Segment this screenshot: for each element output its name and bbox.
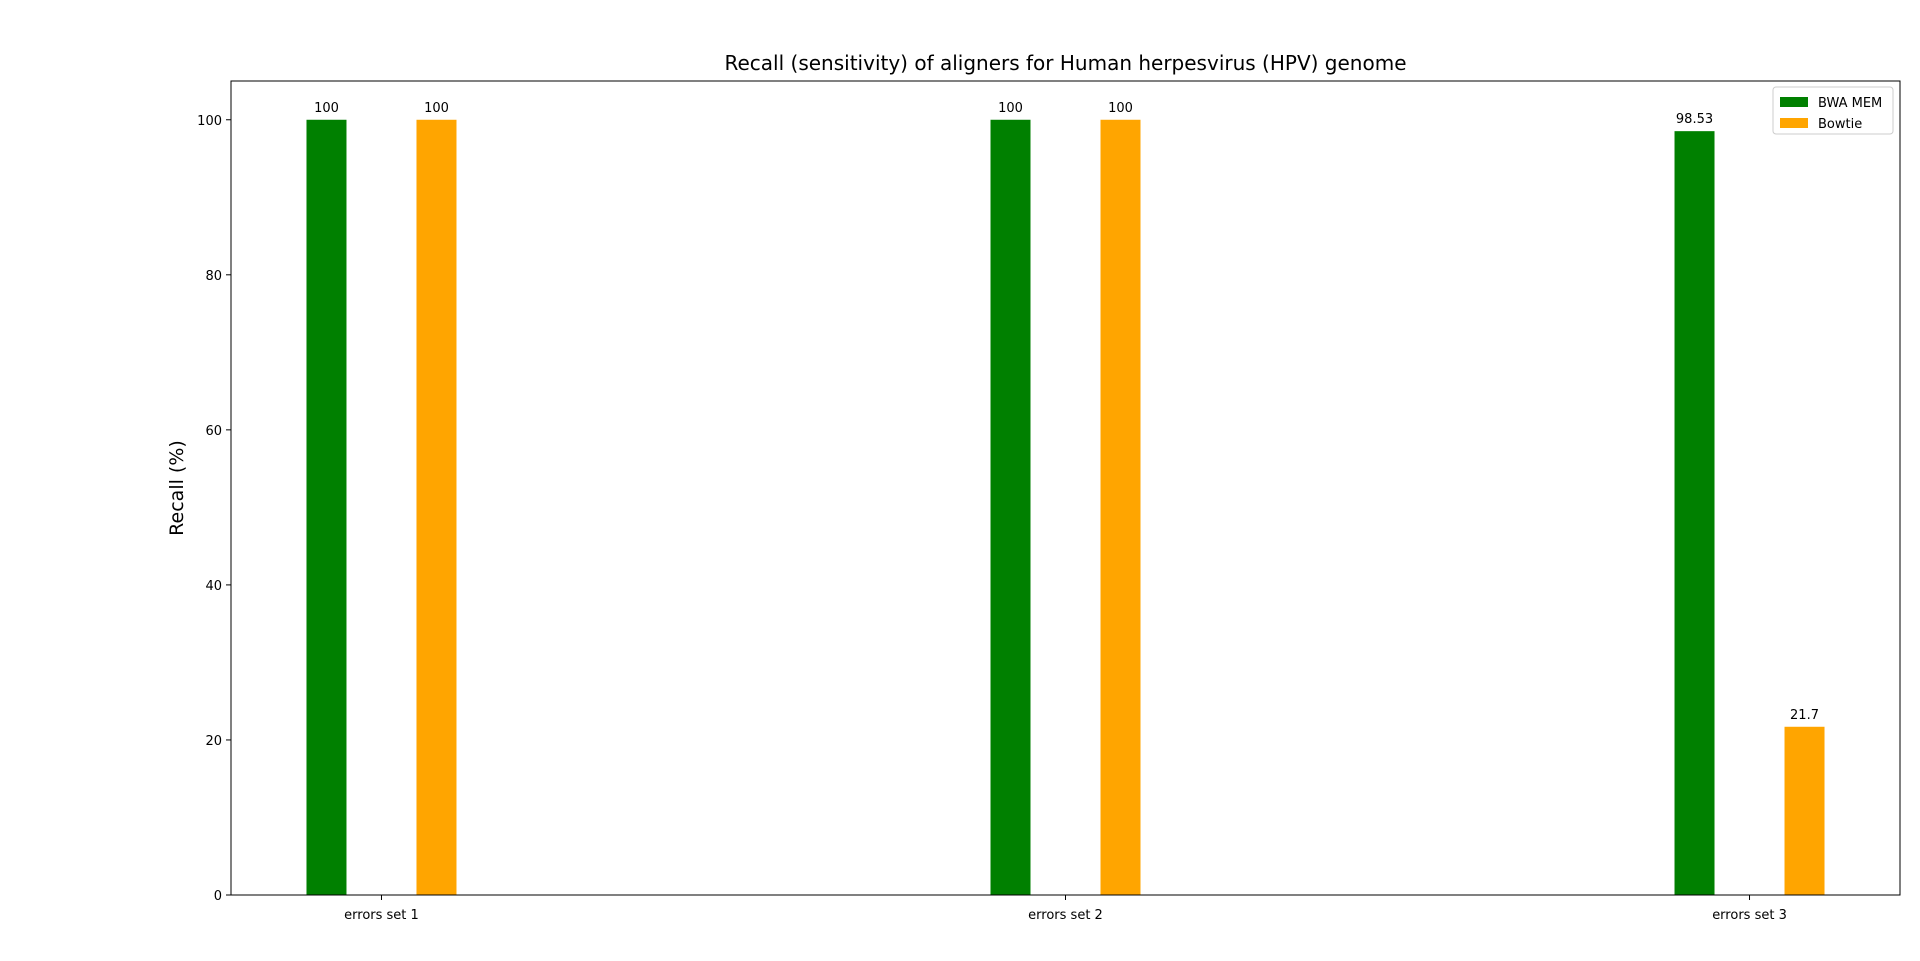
x-tick-label: errors set 2 (1028, 908, 1103, 923)
bar-bwa-mem-3 (1674, 131, 1715, 895)
y-tick-label: 0 (214, 889, 222, 904)
x-tick-label: errors set 3 (1712, 908, 1787, 923)
bar-bowtie-2 (1100, 119, 1141, 895)
y-tick-label: 80 (205, 269, 222, 284)
x-tick-label: errors set 1 (344, 908, 419, 923)
bar-value-label: 98.53 (1676, 112, 1713, 127)
plot-frame (230, 80, 1901, 896)
y-axis-label: Recall (%) (166, 440, 188, 536)
chart-title: Recall (sensitivity) of aligners for Hum… (725, 51, 1407, 75)
bar-bwa-mem-2 (990, 119, 1031, 895)
bar-value-label: 21.7 (1790, 708, 1819, 723)
legend: BWA MEM Bowtie (1772, 86, 1894, 135)
y-tick-label: 100 (197, 114, 222, 129)
bar-value-label: 100 (314, 101, 339, 116)
y-tick-label: 60 (205, 424, 222, 439)
bar-value-label: 100 (424, 101, 449, 116)
legend-label: Bowtie (1818, 117, 1862, 132)
legend-swatch-bowtie (1780, 118, 1808, 128)
bar-value-label: 100 (1108, 101, 1133, 116)
y-tick-label: 20 (205, 734, 222, 749)
legend-swatch-bwa-mem (1780, 97, 1808, 107)
plot-area: 100 100 98.53 100 100 21.7 0 20 40 60 80 100 errors … (197, 80, 1901, 923)
bar-bwa-mem-1 (306, 119, 347, 895)
bar-bowtie-1 (416, 119, 457, 895)
bar-bowtie-3 (1784, 726, 1825, 895)
bar-value-label: 100 (998, 101, 1023, 116)
legend-label: BWA MEM (1818, 96, 1882, 111)
y-tick-label: 40 (205, 579, 222, 594)
